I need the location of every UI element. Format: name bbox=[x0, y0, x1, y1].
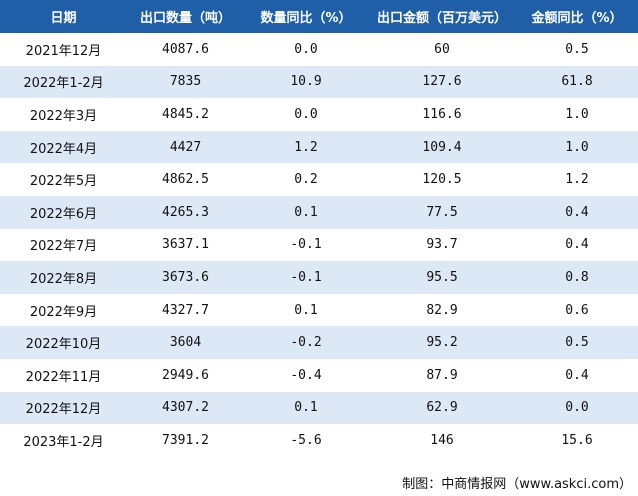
cell-amount-yoy: 1.2 bbox=[516, 163, 638, 196]
cell-export-quantity: 4427 bbox=[127, 130, 244, 164]
table-row: 2022年6月 4265.3 0.1 77.5 0.4 bbox=[0, 195, 638, 229]
cell-date: 2022年10月 bbox=[0, 326, 127, 359]
cell-export-amount: 127.6 bbox=[368, 65, 516, 99]
cell-date: 2021年12月 bbox=[0, 33, 127, 66]
cell-date: 2022年12月 bbox=[0, 391, 127, 425]
header-date: 日期 bbox=[0, 0, 127, 33]
cell-export-amount: 95.5 bbox=[368, 261, 516, 294]
header-quantity-yoy: 数量同比（%） bbox=[244, 0, 368, 33]
cell-quantity-yoy: 0.1 bbox=[244, 293, 368, 327]
cell-export-quantity: 4862.5 bbox=[127, 163, 244, 196]
cell-quantity-yoy: 0.0 bbox=[244, 98, 368, 131]
cell-export-amount: 120.5 bbox=[368, 163, 516, 196]
table-row: 2022年4月 4427 1.2 109.4 1.0 bbox=[0, 130, 638, 164]
cell-export-quantity: 4265.3 bbox=[127, 195, 244, 229]
cell-date: 2022年4月 bbox=[0, 130, 127, 164]
export-data-table: 日期 出口数量（吨） 数量同比（%） 出口金额（百万美元） 金额同比（%） 20… bbox=[0, 0, 638, 457]
cell-export-amount: 82.9 bbox=[368, 293, 516, 327]
table-row: 2022年1-2月 7835 10.9 127.6 61.8 bbox=[0, 65, 638, 99]
cell-date: 2022年1-2月 bbox=[0, 65, 127, 99]
table-row: 2022年3月 4845.2 0.0 116.6 1.0 bbox=[0, 98, 638, 131]
cell-export-amount: 116.6 bbox=[368, 98, 516, 131]
cell-amount-yoy: 0.4 bbox=[516, 228, 638, 262]
cell-export-quantity: 4327.7 bbox=[127, 293, 244, 327]
cell-date: 2022年8月 bbox=[0, 261, 127, 294]
cell-export-quantity: 3637.1 bbox=[127, 228, 244, 262]
cell-quantity-yoy: -0.4 bbox=[244, 358, 368, 392]
source-note: 制图：中商情报网（www.askci.com） bbox=[402, 477, 632, 492]
cell-date: 2022年3月 bbox=[0, 98, 127, 131]
header-export-quantity: 出口数量（吨） bbox=[127, 0, 244, 33]
cell-amount-yoy: 15.6 bbox=[516, 424, 638, 457]
cell-date: 2022年5月 bbox=[0, 163, 127, 196]
table-row: 2022年7月 3637.1 -0.1 93.7 0.4 bbox=[0, 228, 638, 262]
cell-quantity-yoy: 10.9 bbox=[244, 65, 368, 99]
cell-export-quantity: 4087.6 bbox=[127, 33, 244, 66]
cell-quantity-yoy: 0.2 bbox=[244, 163, 368, 196]
cell-amount-yoy: 1.0 bbox=[516, 98, 638, 131]
table-row: 2022年8月 3673.6 -0.1 95.5 0.8 bbox=[0, 261, 638, 294]
cell-export-amount: 87.9 bbox=[368, 358, 516, 392]
cell-quantity-yoy: 0.1 bbox=[244, 195, 368, 229]
table-row: 2022年11月 2949.6 -0.4 87.9 0.4 bbox=[0, 358, 638, 392]
cell-export-amount: 93.7 bbox=[368, 228, 516, 262]
cell-date: 2022年11月 bbox=[0, 358, 127, 392]
cell-amount-yoy: 1.0 bbox=[516, 130, 638, 164]
cell-date: 2022年6月 bbox=[0, 195, 127, 229]
cell-quantity-yoy: 0.1 bbox=[244, 391, 368, 425]
cell-export-amount: 77.5 bbox=[368, 195, 516, 229]
cell-export-quantity: 4307.2 bbox=[127, 391, 244, 425]
table-row: 2022年10月 3604 -0.2 95.2 0.5 bbox=[0, 326, 638, 359]
table-row: 2022年9月 4327.7 0.1 82.9 0.6 bbox=[0, 293, 638, 327]
cell-quantity-yoy: -5.6 bbox=[244, 424, 368, 457]
cell-amount-yoy: 0.5 bbox=[516, 326, 638, 359]
cell-export-amount: 60 bbox=[368, 33, 516, 66]
header-amount-yoy: 金额同比（%） bbox=[516, 0, 638, 33]
cell-amount-yoy: 0.4 bbox=[516, 358, 638, 392]
cell-export-quantity: 3604 bbox=[127, 326, 244, 359]
cell-amount-yoy: 0.6 bbox=[516, 293, 638, 327]
cell-amount-yoy: 0.0 bbox=[516, 391, 638, 425]
cell-quantity-yoy: -0.1 bbox=[244, 228, 368, 262]
cell-export-amount: 146 bbox=[368, 424, 516, 457]
cell-export-amount: 109.4 bbox=[368, 130, 516, 164]
cell-quantity-yoy: 0.0 bbox=[244, 33, 368, 66]
cell-export-quantity: 3673.6 bbox=[127, 261, 244, 294]
table-row: 2022年12月 4307.2 0.1 62.9 0.0 bbox=[0, 391, 638, 425]
cell-export-amount: 62.9 bbox=[368, 391, 516, 425]
table-row: 2023年1-2月 7391.2 -5.6 146 15.6 bbox=[0, 424, 638, 457]
cell-amount-yoy: 0.8 bbox=[516, 261, 638, 294]
cell-export-amount: 95.2 bbox=[368, 326, 516, 359]
cell-export-quantity: 7835 bbox=[127, 65, 244, 99]
cell-amount-yoy: 0.5 bbox=[516, 33, 638, 66]
cell-export-quantity: 4845.2 bbox=[127, 98, 244, 131]
table-row: 2022年5月 4862.5 0.2 120.5 1.2 bbox=[0, 163, 638, 196]
cell-date: 2022年7月 bbox=[0, 228, 127, 262]
cell-export-quantity: 2949.6 bbox=[127, 358, 244, 392]
header-export-amount: 出口金额（百万美元） bbox=[368, 0, 516, 33]
cell-quantity-yoy: -0.2 bbox=[244, 326, 368, 359]
table-header-row: 日期 出口数量（吨） 数量同比（%） 出口金额（百万美元） 金额同比（%） bbox=[0, 0, 638, 33]
cell-amount-yoy: 0.4 bbox=[516, 195, 638, 229]
table-row: 2021年12月 4087.6 0.0 60 0.5 bbox=[0, 33, 638, 66]
cell-export-quantity: 7391.2 bbox=[127, 424, 244, 457]
cell-quantity-yoy: -0.1 bbox=[244, 261, 368, 294]
cell-date: 2022年9月 bbox=[0, 293, 127, 327]
cell-quantity-yoy: 1.2 bbox=[244, 130, 368, 164]
cell-amount-yoy: 61.8 bbox=[516, 65, 638, 99]
cell-date: 2023年1-2月 bbox=[0, 424, 127, 457]
